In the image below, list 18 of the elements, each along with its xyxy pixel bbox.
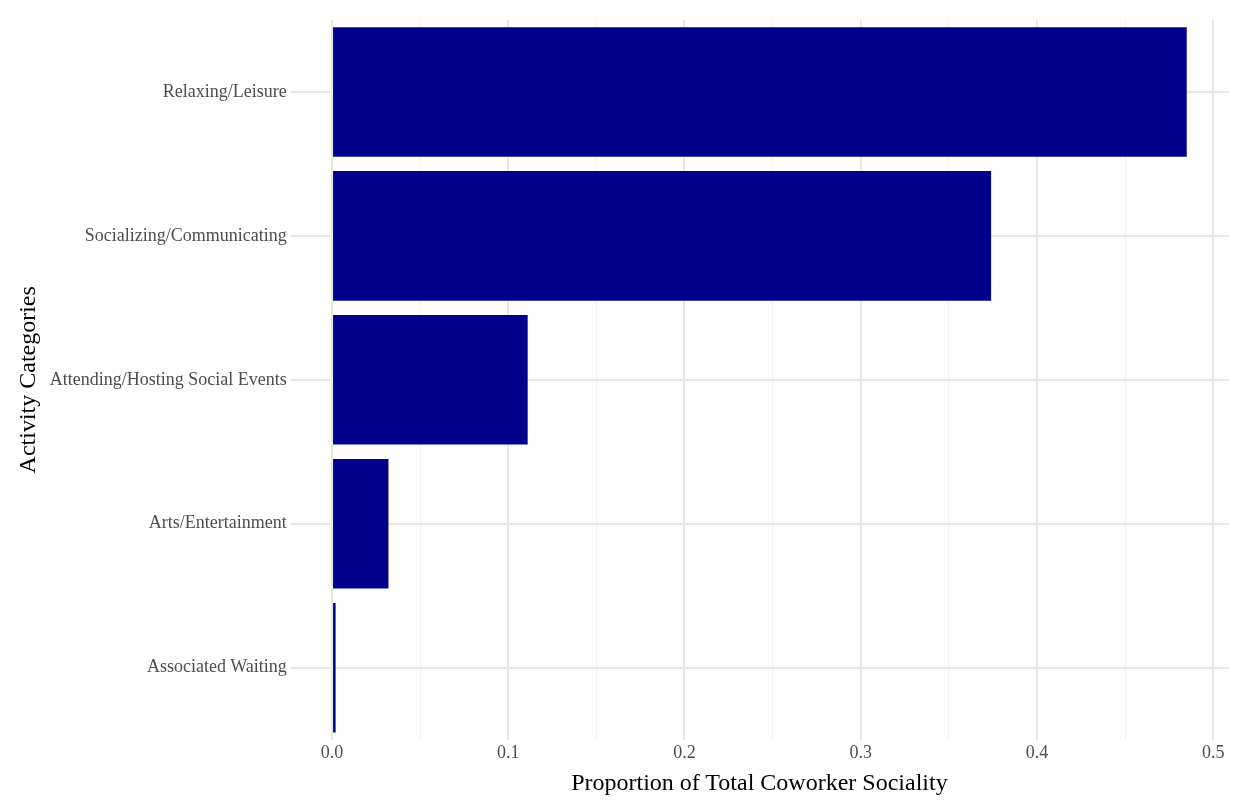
x-tick-label: 0.1: [497, 742, 520, 763]
x-axis-title: Proportion of Total Coworker Sociality: [571, 768, 948, 795]
bar: [333, 171, 992, 301]
x-tick-label: 0.4: [1025, 742, 1049, 763]
y-tick-label: Associated Waiting: [147, 656, 287, 677]
bar: [333, 458, 389, 589]
y-axis-title: Activity Categories: [13, 286, 40, 474]
bar: [333, 602, 336, 733]
x-tick-label: 0.5: [1201, 742, 1225, 763]
x-tick-label: 0.2: [673, 742, 696, 763]
y-tick-label: Socializing/Communicating: [84, 224, 287, 245]
bar: [333, 27, 1187, 157]
x-tick-label: 0.3: [849, 742, 872, 763]
y-tick-label: Attending/Hosting Social Events: [49, 368, 287, 389]
y-tick-label: Relaxing/Leisure: [162, 80, 287, 101]
y-tick-label: Arts/Entertainment: [148, 512, 287, 533]
x-tick-label: 0.0: [320, 742, 344, 763]
bar: [333, 315, 528, 445]
